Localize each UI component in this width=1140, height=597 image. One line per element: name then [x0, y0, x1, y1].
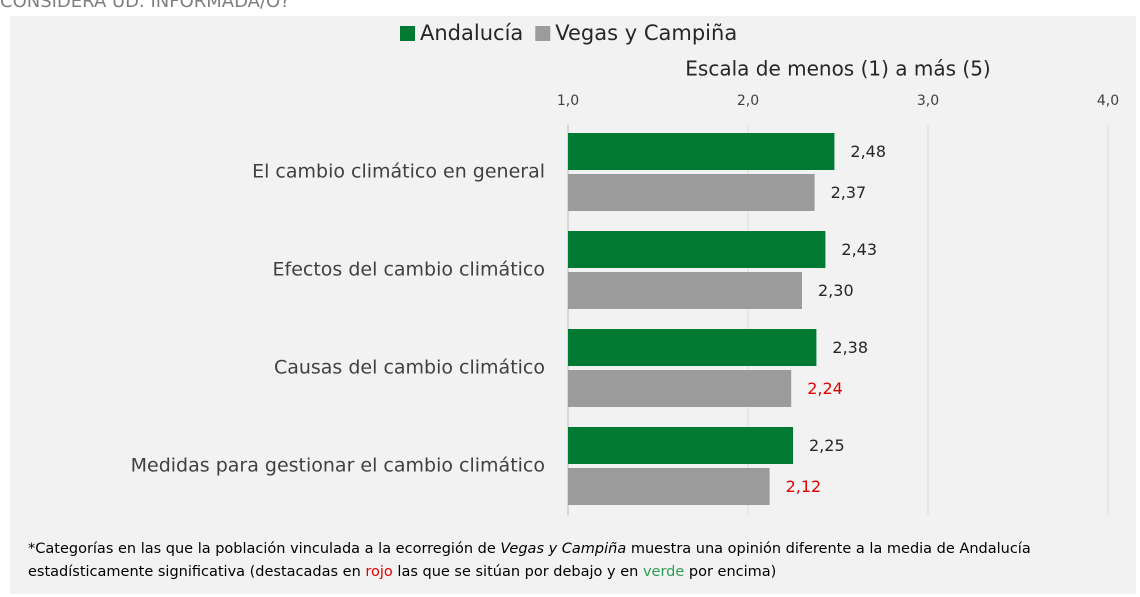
- bar: [568, 370, 792, 407]
- bar: [568, 174, 815, 211]
- x-tick-label: 3,0: [917, 93, 939, 109]
- category-label: El cambio climático en general: [252, 161, 545, 183]
- legend-label: Vegas y Campiña: [555, 21, 737, 45]
- value-label: 2,30: [818, 281, 854, 300]
- footnote-text: verde: [642, 564, 685, 580]
- legend-swatch: [400, 26, 415, 41]
- value-label: 2,43: [841, 240, 877, 259]
- x-tick-label: 1,0: [557, 93, 579, 109]
- bar: [568, 427, 793, 464]
- footnote-text: las que se sitúan por debajo y en: [392, 564, 643, 580]
- footnote-text: Vegas y Campiña: [500, 541, 627, 557]
- x-tick-label: 4,0: [1097, 93, 1119, 109]
- page-heading: CONSIDERA UD. INFORMADA/O?: [0, 0, 290, 12]
- value-label: 2,38: [832, 338, 868, 357]
- bar: [568, 133, 835, 170]
- bar: [568, 468, 770, 505]
- bar: [568, 231, 826, 268]
- footnote-text: por encima): [684, 564, 777, 580]
- footnote-text: *Categorías en las que la población vinc…: [28, 541, 501, 557]
- value-label: 2,25: [809, 436, 845, 455]
- footnote-text: muestra una opinión diferente a la media…: [28, 541, 1031, 580]
- category-label: Causas del cambio climático: [274, 357, 545, 379]
- x-axis-label: Escala de menos (1) a más (5): [685, 57, 990, 81]
- footnote: *Categorías en las que la población vinc…: [28, 538, 1118, 584]
- category-label: Efectos del cambio climático: [273, 259, 545, 281]
- value-label: 2,24: [807, 379, 843, 398]
- value-label: 2,48: [850, 142, 886, 161]
- bar: [568, 329, 817, 366]
- legend-label: Andalucía: [420, 21, 523, 45]
- footnote-text: rojo: [365, 564, 393, 580]
- value-label: 2,37: [831, 183, 867, 202]
- bar: [568, 272, 802, 309]
- category-label: Medidas para gestionar el cambio climáti…: [131, 455, 545, 477]
- legend-swatch: [535, 26, 551, 41]
- x-tick-label: 2,0: [737, 93, 759, 109]
- value-label: 2,12: [786, 477, 822, 496]
